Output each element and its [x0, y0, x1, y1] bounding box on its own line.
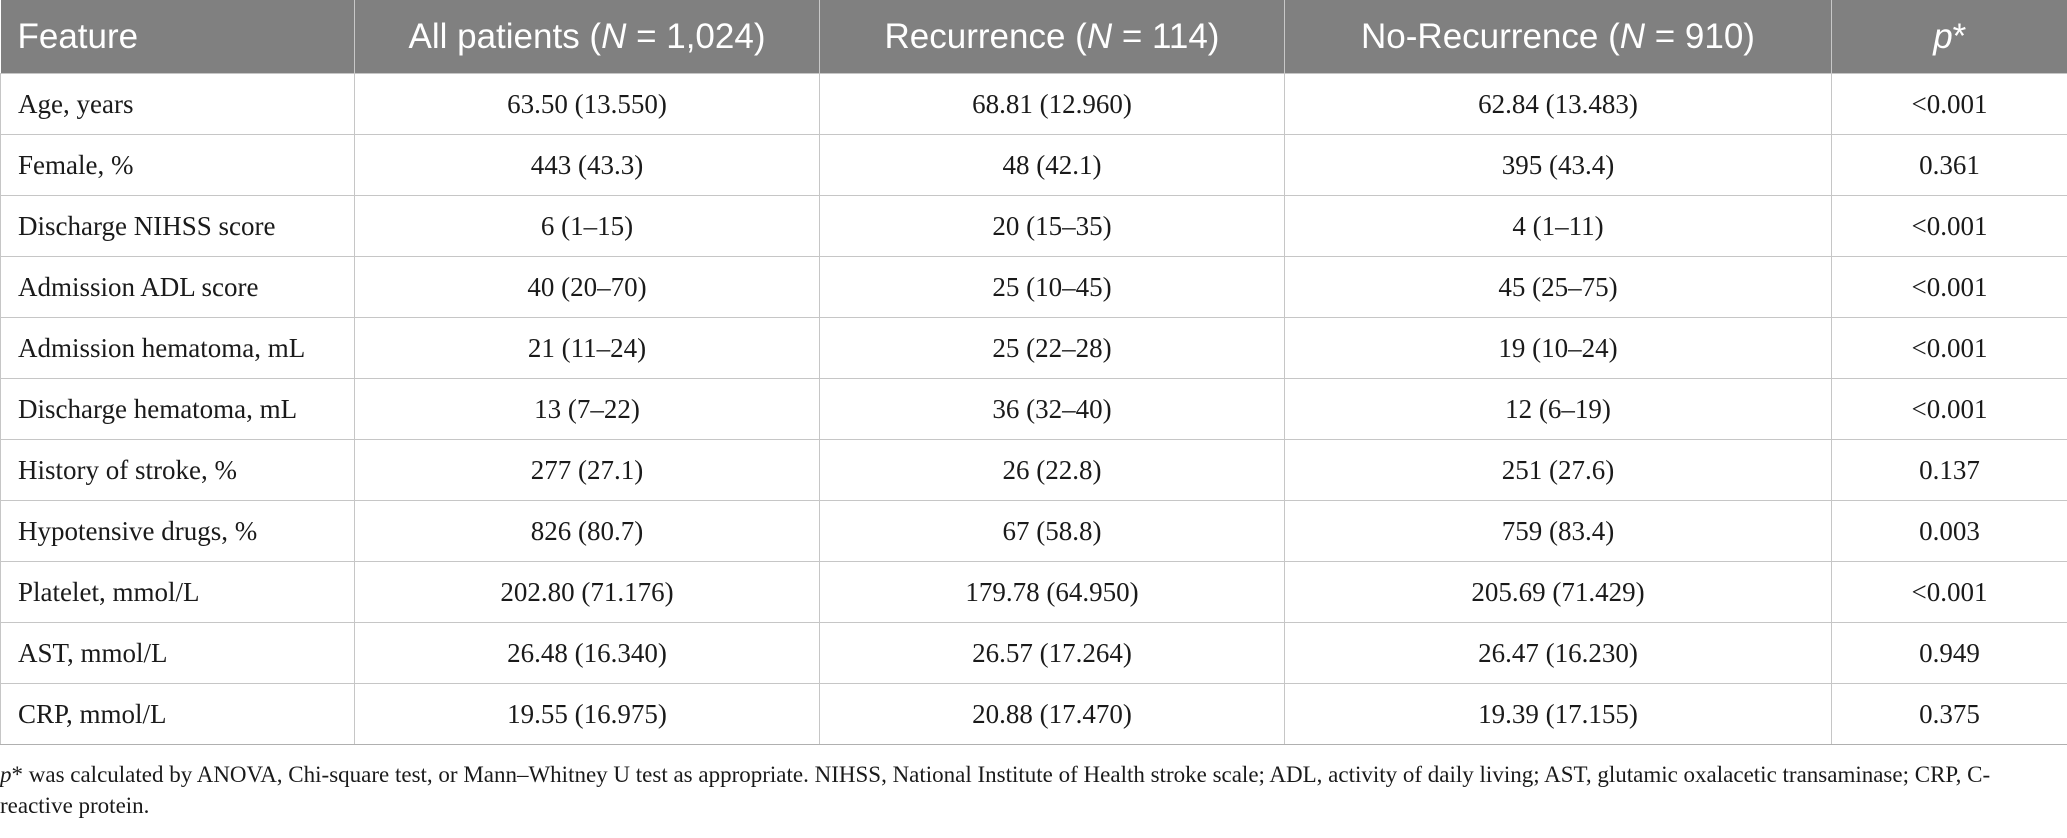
cell-recurrence: 179.78 (64.950): [819, 561, 1285, 623]
cell-all-patients: 443 (43.3): [354, 134, 820, 196]
cell-all-patients: 826 (80.7): [354, 500, 820, 562]
cell-no-recurrence: 26.47 (16.230): [1284, 622, 1832, 684]
cell-feature: Admission ADL score: [0, 256, 355, 318]
footnote-p-symbol: p: [0, 762, 12, 787]
cell-all-patients: 21 (11–24): [354, 317, 820, 379]
cell-p-value: <0.001: [1831, 561, 2067, 623]
header-no-recurrence: No-Recurrence (N = 910): [1284, 0, 1832, 74]
table-footnote: p* was calculated by ANOVA, Chi-square t…: [0, 759, 2060, 821]
cell-p-value: 0.949: [1831, 622, 2067, 684]
cell-no-recurrence: 62.84 (13.483): [1284, 73, 1832, 135]
table-row: Discharge hematoma, mL 13 (7–22) 36 (32–…: [0, 378, 2067, 440]
cell-recurrence: 25 (10–45): [819, 256, 1285, 318]
cell-feature: Discharge hematoma, mL: [0, 378, 355, 440]
cell-no-recurrence: 395 (43.4): [1284, 134, 1832, 196]
cell-p-value: 0.375: [1831, 683, 2067, 745]
cell-all-patients: 26.48 (16.340): [354, 622, 820, 684]
table-header: Feature All patients (N = 1,024) Recurre…: [0, 0, 2067, 74]
table-row: CRP, mmol/L 19.55 (16.975) 20.88 (17.470…: [0, 683, 2067, 745]
cell-all-patients: 6 (1–15): [354, 195, 820, 257]
cell-all-patients: 202.80 (71.176): [354, 561, 820, 623]
cell-p-value: 0.361: [1831, 134, 2067, 196]
cell-p-value: <0.001: [1831, 378, 2067, 440]
cell-recurrence: 68.81 (12.960): [819, 73, 1285, 135]
footnote-text: * was calculated by ANOVA, Chi-square te…: [0, 762, 1991, 818]
header-p-value: p*: [1831, 0, 2067, 74]
cell-recurrence: 67 (58.8): [819, 500, 1285, 562]
cell-feature: CRP, mmol/L: [0, 683, 355, 745]
cell-p-value: <0.001: [1831, 256, 2067, 318]
table-row: Hypotensive drugs, % 826 (80.7) 67 (58.8…: [0, 500, 2067, 562]
cell-no-recurrence: 205.69 (71.429): [1284, 561, 1832, 623]
cell-feature: History of stroke, %: [0, 439, 355, 501]
cell-all-patients: 277 (27.1): [354, 439, 820, 501]
cell-recurrence: 26 (22.8): [819, 439, 1285, 501]
cell-no-recurrence: 19.39 (17.155): [1284, 683, 1832, 745]
table-row: Discharge NIHSS score 6 (1–15) 20 (15–35…: [0, 195, 2067, 257]
cell-feature: Female, %: [0, 134, 355, 196]
cell-all-patients: 19.55 (16.975): [354, 683, 820, 745]
table-row: Admission ADL score 40 (20–70) 25 (10–45…: [0, 256, 2067, 318]
cell-no-recurrence: 19 (10–24): [1284, 317, 1832, 379]
cell-p-value: 0.003: [1831, 500, 2067, 562]
cell-recurrence: 20.88 (17.470): [819, 683, 1285, 745]
cell-no-recurrence: 4 (1–11): [1284, 195, 1832, 257]
cell-no-recurrence: 12 (6–19): [1284, 378, 1832, 440]
table-row: Female, % 443 (43.3) 48 (42.1) 395 (43.4…: [0, 134, 2067, 196]
cell-recurrence: 48 (42.1): [819, 134, 1285, 196]
cell-recurrence: 36 (32–40): [819, 378, 1285, 440]
cell-no-recurrence: 45 (25–75): [1284, 256, 1832, 318]
table-row: Admission hematoma, mL 21 (11–24) 25 (22…: [0, 317, 2067, 379]
header-row: Feature All patients (N = 1,024) Recurre…: [0, 0, 2067, 74]
data-table: Feature All patients (N = 1,024) Recurre…: [0, 0, 2067, 745]
cell-feature: Hypotensive drugs, %: [0, 500, 355, 562]
table-row: AST, mmol/L 26.48 (16.340) 26.57 (17.264…: [0, 622, 2067, 684]
table-row: Age, years 63.50 (13.550) 68.81 (12.960)…: [0, 73, 2067, 135]
cell-p-value: <0.001: [1831, 195, 2067, 257]
cell-no-recurrence: 251 (27.6): [1284, 439, 1832, 501]
cell-all-patients: 63.50 (13.550): [354, 73, 820, 135]
cell-all-patients: 40 (20–70): [354, 256, 820, 318]
cell-feature: AST, mmol/L: [0, 622, 355, 684]
cell-recurrence: 26.57 (17.264): [819, 622, 1285, 684]
header-feature: Feature: [0, 0, 355, 74]
cell-recurrence: 25 (22–28): [819, 317, 1285, 379]
cell-feature: Discharge NIHSS score: [0, 195, 355, 257]
cell-feature: Admission hematoma, mL: [0, 317, 355, 379]
table-row: History of stroke, % 277 (27.1) 26 (22.8…: [0, 439, 2067, 501]
cell-p-value: 0.137: [1831, 439, 2067, 501]
cell-p-value: <0.001: [1831, 317, 2067, 379]
cell-p-value: <0.001: [1831, 73, 2067, 135]
header-recurrence: Recurrence (N = 114): [819, 0, 1285, 74]
header-all-patients: All patients (N = 1,024): [354, 0, 820, 74]
table-row: Platelet, mmol/L 202.80 (71.176) 179.78 …: [0, 561, 2067, 623]
cell-recurrence: 20 (15–35): [819, 195, 1285, 257]
table-body: Age, years 63.50 (13.550) 68.81 (12.960)…: [0, 73, 2067, 745]
cell-all-patients: 13 (7–22): [354, 378, 820, 440]
cell-no-recurrence: 759 (83.4): [1284, 500, 1832, 562]
cell-feature: Platelet, mmol/L: [0, 561, 355, 623]
cell-feature: Age, years: [0, 73, 355, 135]
